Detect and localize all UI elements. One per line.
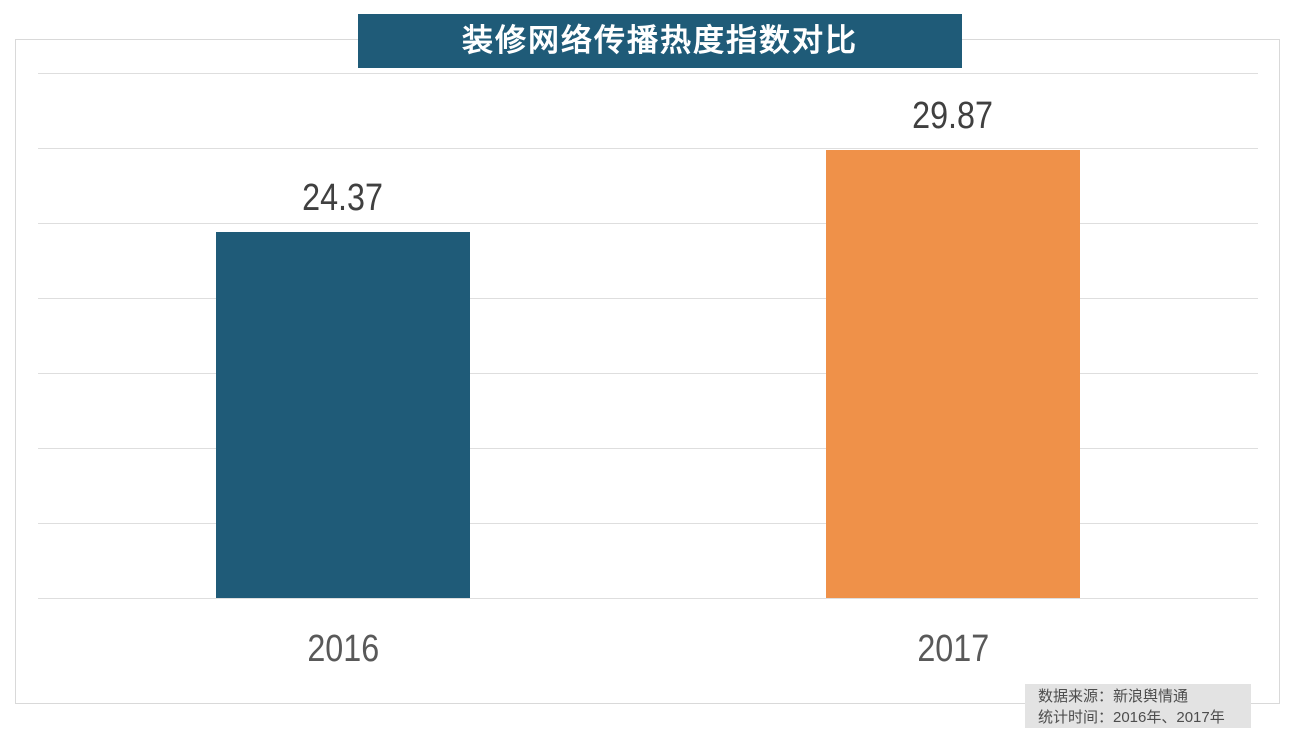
bar-value-label-2017: 29.87: [912, 95, 994, 138]
chart-title-bar: 装修网络传播热度指数对比: [358, 14, 962, 68]
bar-column-2016: 24.37: [38, 73, 648, 598]
grid-line: [38, 298, 1258, 299]
x-label-cell-2016: 2016: [38, 620, 648, 678]
plot-area: 24.37 29.87: [38, 73, 1258, 599]
chart-title: 装修网络传播热度指数对比: [462, 23, 858, 58]
grid-line: [38, 148, 1258, 149]
bar-value-label-2016: 24.37: [302, 177, 384, 220]
grid-line: [38, 73, 1258, 74]
grid-line: [38, 448, 1258, 449]
bars-row: 24.37 29.87: [38, 73, 1258, 598]
x-axis-labels: 2016 2017: [38, 620, 1258, 678]
x-axis-label-2016: 2016: [307, 627, 379, 670]
source-note-line1: 数据来源：新浪舆情通: [1038, 688, 1189, 705]
x-label-cell-2017: 2017: [648, 620, 1258, 678]
bar-2016[interactable]: [216, 232, 470, 598]
grid-line: [38, 598, 1258, 599]
source-note-line2: 统计时间：2016年、2017年: [1038, 709, 1225, 726]
grid-line: [38, 223, 1258, 224]
grid-line: [38, 373, 1258, 374]
bar-2017[interactable]: [826, 150, 1080, 598]
bar-column-2017: 29.87: [648, 73, 1258, 598]
grid-line: [38, 523, 1258, 524]
x-axis-label-2017: 2017: [917, 627, 989, 670]
source-note: 数据来源：新浪舆情通 统计时间：2016年、2017年: [1025, 684, 1251, 728]
